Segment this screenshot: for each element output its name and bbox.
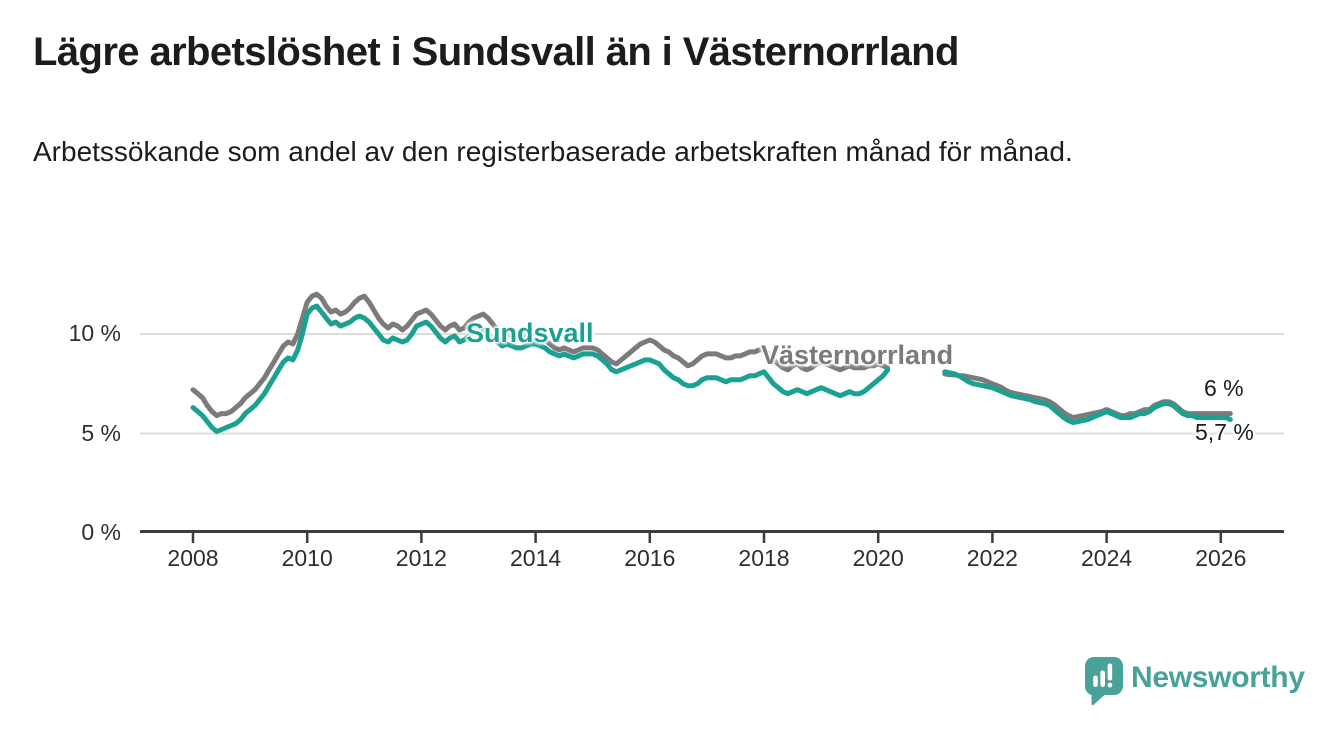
chart-title: Lägre arbetslöshet i Sundsvall än i Väst… [33,30,959,74]
x-tick-label-2014: 2014 [510,545,562,571]
x-tick-label-2012: 2012 [395,545,447,571]
x-tick-label-2008: 2008 [167,545,219,571]
newsworthy-brand-text: Newsworthy [1131,661,1305,694]
x-tick-label-2016: 2016 [624,545,676,571]
chart-subtitle: Arbetssökande som andel av den registerb… [33,136,1073,167]
end-value-label-vasternorrland: 6 % [1204,375,1244,401]
series-line-sundsvall-segment-1 [190,303,891,434]
x-tick-label-2010: 2010 [281,545,333,571]
x-tick-label-2020: 2020 [852,545,904,571]
end-value-label-sundsvall: 5,7 % [1195,419,1254,445]
newsworthy-logo-icon [1085,657,1123,706]
y-tick-label-10: 10 % [68,320,121,346]
x-tick-label-2018: 2018 [738,545,790,571]
y-tick-label-5: 5 % [81,419,121,446]
series-line-sundsvall-segment-2 [942,369,1233,426]
series-line-västernorrland-segment-2 [942,371,1233,421]
series-line-västernorrland-segment-1 [190,291,891,419]
grid-layer [140,333,1284,435]
y-tick-label-0: 0 % [81,519,121,545]
x-tick-label-2022: 2022 [966,545,1018,571]
axis-layer [140,530,1284,543]
series-label-sundsvall: Sundsvall [466,318,594,348]
x-tick-label-2026: 2026 [1195,545,1247,571]
series-layer [190,291,1233,434]
x-tick-label-2024: 2024 [1081,545,1133,571]
series-label-vasternorrland: Västernorrland [761,340,954,370]
